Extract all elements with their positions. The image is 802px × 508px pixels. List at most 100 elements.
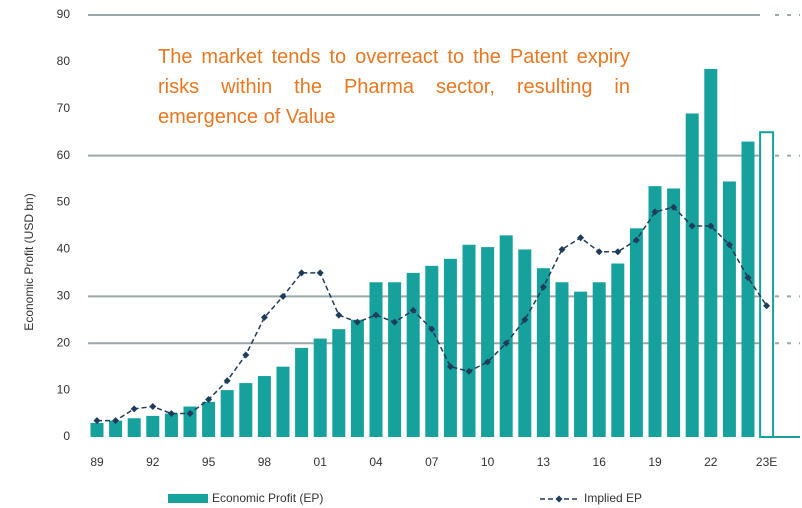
bar: [759, 131, 775, 438]
implied-ep-marker: [595, 248, 603, 256]
implied-ep-marker: [335, 311, 343, 319]
bar: [220, 390, 234, 437]
implied-ep-marker: [372, 311, 380, 319]
implied-ep-marker: [502, 339, 510, 347]
bar: [406, 272, 420, 437]
bar: [90, 422, 104, 437]
bar: [499, 235, 513, 437]
y-axis-label: Economic Profit (USD bn): [22, 193, 36, 330]
bar: [295, 347, 309, 437]
y-tick-label: 0: [63, 429, 70, 443]
implied-ep-marker: [279, 292, 287, 300]
bar: [257, 376, 271, 437]
bar: [722, 181, 736, 437]
bar: [202, 401, 216, 437]
implied-ep-marker: [539, 283, 547, 291]
bar: [164, 413, 178, 437]
implied-ep-marker: [223, 377, 231, 385]
bar: [109, 420, 123, 437]
bar: [369, 282, 383, 437]
bar: [239, 383, 253, 437]
bar: [667, 188, 681, 437]
implied-ep-marker: [614, 248, 622, 256]
y-tick-label: 90: [57, 7, 71, 21]
implied-ep-marker: [632, 236, 640, 244]
y-tick-label: 80: [57, 54, 71, 68]
implied-ep-marker: [725, 241, 733, 249]
x-tick-label: 22: [704, 455, 718, 469]
y-tick-label: 40: [57, 242, 71, 256]
bar: [518, 249, 532, 437]
x-tick-label: 19: [648, 455, 662, 469]
bar: [685, 113, 699, 437]
implied-ep-marker: [465, 367, 473, 375]
implied-ep-marker: [763, 302, 771, 310]
bar: [555, 282, 569, 437]
implied-ep-marker: [260, 313, 268, 321]
bar: [276, 366, 290, 437]
x-tick-label: 95: [202, 455, 216, 469]
legend-marker: [555, 495, 563, 503]
y-tick-label: 50: [57, 195, 71, 209]
implied-ep-marker: [577, 234, 585, 242]
bar: [629, 228, 643, 437]
x-tick-label: 04: [369, 455, 383, 469]
bar: [183, 406, 197, 437]
bar: [350, 319, 364, 437]
implied-ep-marker: [428, 325, 436, 333]
bar: [462, 244, 476, 437]
bar: [425, 265, 439, 437]
annotation: The market tends to overreact to the Pat…: [158, 46, 630, 128]
bar: [741, 141, 755, 437]
bar: [127, 418, 141, 437]
implied-ep-marker: [670, 203, 678, 211]
implied-ep-marker: [484, 358, 492, 366]
legend-label: Implied EP: [584, 491, 642, 505]
bar: [611, 263, 625, 437]
bar: [313, 338, 327, 437]
implied-ep-marker: [316, 269, 324, 277]
implied-ep-marker: [409, 306, 417, 314]
y-tick-label: 20: [57, 335, 71, 349]
implied-ep-marker: [167, 410, 175, 418]
y-tick-label: 60: [57, 148, 71, 162]
implied-ep-marker: [353, 318, 361, 326]
bar: [332, 329, 346, 437]
implied-ep-marker: [558, 245, 566, 253]
implied-ep-marker: [130, 405, 138, 413]
x-tick-label: 89: [90, 455, 104, 469]
bar: [443, 258, 457, 437]
x-tick-label: 23E: [756, 455, 777, 469]
implied-ep-marker: [242, 351, 250, 359]
implied-ep-marker: [521, 316, 529, 324]
implied-ep-marker: [744, 274, 752, 282]
x-tick-label: 01: [314, 455, 328, 469]
x-tick-label: 07: [425, 455, 439, 469]
legend-label: Economic Profit (EP): [212, 491, 323, 505]
x-tick-label: 98: [258, 455, 272, 469]
bar: [648, 186, 662, 437]
implied-ep-marker: [112, 417, 120, 425]
bar: [388, 282, 402, 437]
x-tick-label: 16: [593, 455, 607, 469]
implied-ep-marker: [688, 222, 696, 230]
bar: [146, 415, 160, 437]
y-tick-label: 70: [57, 101, 71, 115]
bar: [704, 68, 718, 437]
x-tick-label: 13: [537, 455, 551, 469]
bar: [592, 282, 606, 437]
implied-ep-marker: [186, 410, 194, 418]
bar: [536, 268, 550, 437]
implied-ep-marker: [707, 222, 715, 230]
implied-ep-marker: [446, 363, 454, 371]
x-tick-label: 10: [481, 455, 495, 469]
implied-ep-marker: [149, 403, 157, 411]
legend-swatch: [168, 494, 208, 503]
bar: [574, 291, 588, 437]
x-tick-label: 92: [146, 455, 160, 469]
implied-ep-marker: [205, 395, 213, 403]
y-tick-label: 30: [57, 289, 71, 303]
